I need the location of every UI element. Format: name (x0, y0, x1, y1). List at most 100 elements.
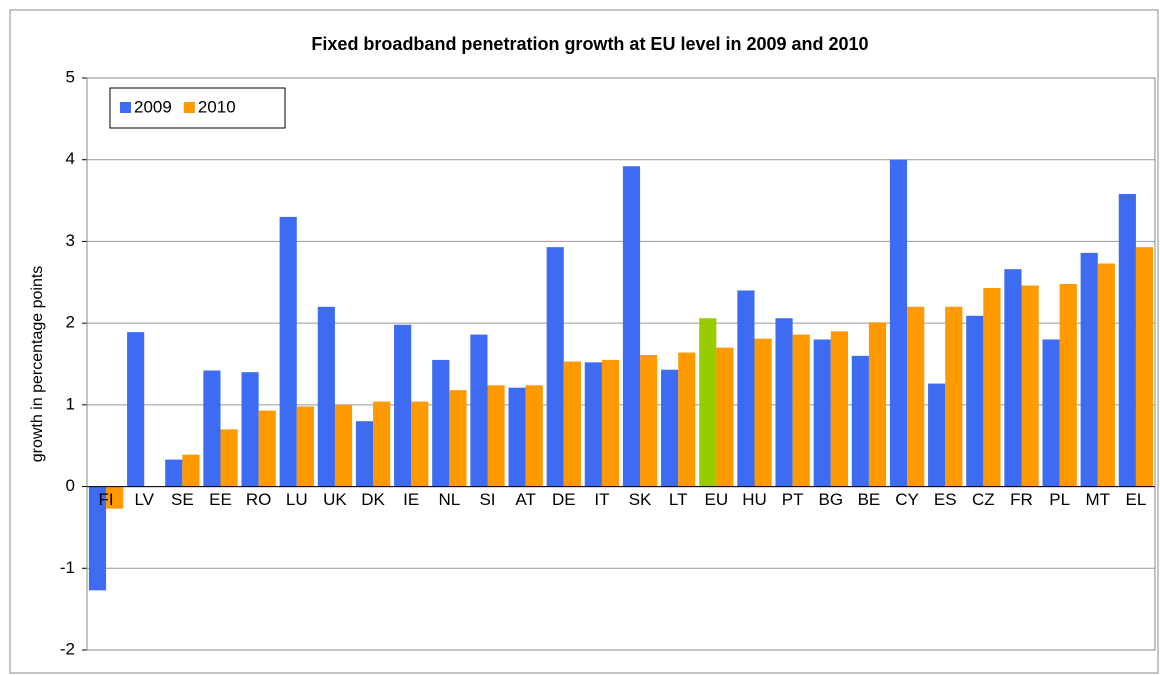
bar (449, 390, 467, 487)
bar (355, 421, 374, 487)
bar (868, 322, 887, 487)
bar (127, 332, 145, 487)
bar (220, 429, 238, 487)
bar (432, 359, 450, 487)
bar (584, 362, 602, 487)
legend-swatch (120, 102, 131, 113)
y-tick-label: 4 (66, 149, 75, 168)
bar (317, 306, 335, 487)
y-tick-label: 5 (66, 67, 75, 86)
bar (1042, 339, 1060, 487)
x-tick-label: UK (323, 490, 347, 509)
y-tick-label: -2 (60, 639, 75, 658)
bar (88, 486, 107, 591)
bar (411, 401, 429, 487)
y-axis-label: growth in percentage points (29, 266, 46, 463)
bar (258, 410, 276, 487)
x-tick-label: DK (361, 490, 385, 509)
bar (851, 355, 869, 487)
bar (279, 216, 297, 487)
x-tick-label: NL (438, 490, 460, 509)
bar (678, 352, 696, 487)
bar (813, 339, 831, 487)
bar (830, 331, 848, 487)
bar (1080, 252, 1098, 487)
x-tick-label: CZ (972, 490, 995, 509)
chart-title: Fixed broadband penetration growth at EU… (311, 34, 868, 54)
y-tick-label: 1 (66, 394, 75, 413)
bar (1059, 283, 1077, 487)
bar (165, 459, 183, 487)
bar (622, 166, 641, 487)
bar (792, 334, 810, 487)
plot-frame (86, 77, 1156, 651)
x-tick-label: SE (171, 490, 194, 509)
x-tick-label: PT (782, 490, 804, 509)
bar (1097, 263, 1115, 487)
bar (1118, 194, 1136, 487)
y-tick-label: 2 (66, 313, 75, 332)
x-tick-label: BE (858, 490, 881, 509)
y-tick-label: 0 (66, 476, 75, 495)
x-tick-label: PL (1049, 490, 1070, 509)
bar (716, 347, 734, 487)
y-tick-label: 3 (66, 231, 75, 250)
legend-swatch (183, 102, 195, 113)
bar (182, 454, 200, 487)
x-tick-label: LV (134, 490, 154, 509)
legend-box (109, 87, 286, 129)
bar (737, 290, 755, 487)
bar (601, 359, 620, 487)
bar (525, 385, 543, 487)
bar (241, 372, 259, 487)
bar (563, 361, 581, 487)
x-tick-label: RO (246, 490, 272, 509)
x-tick-label: FI (99, 490, 114, 509)
y-tick-label: -1 (60, 558, 75, 577)
x-tick-label: IT (594, 490, 609, 509)
bar (334, 404, 353, 487)
x-tick-label: DE (552, 490, 576, 509)
bar (487, 385, 505, 487)
bar (775, 318, 793, 487)
x-tick-label: MT (1086, 490, 1111, 509)
x-tick-label: LU (286, 490, 308, 509)
bar (907, 306, 925, 487)
x-tick-label: ES (934, 490, 957, 509)
bar (983, 288, 1001, 487)
x-tick-label: CY (895, 490, 919, 509)
bar (928, 383, 946, 487)
bar (296, 406, 314, 487)
legend-label: 2009 (134, 97, 172, 116)
x-tick-label: AT (515, 490, 535, 509)
bar (699, 318, 717, 487)
x-tick-label: EE (209, 490, 232, 509)
bar (203, 370, 221, 487)
x-tick-label: SI (479, 490, 495, 509)
x-tick-label: EU (705, 490, 729, 509)
bar (470, 334, 488, 487)
bar (106, 486, 124, 509)
bar (754, 338, 772, 487)
x-tick-label: BG (819, 490, 844, 509)
x-tick-label: HU (742, 490, 767, 509)
legend-label: 2010 (198, 97, 236, 116)
bar (966, 315, 984, 487)
bar (889, 159, 908, 487)
bar (945, 306, 963, 487)
x-tick-label: SK (629, 490, 652, 509)
bar (394, 324, 412, 487)
x-tick-label: IE (403, 490, 419, 509)
bar (640, 355, 658, 487)
bar (661, 369, 679, 487)
bar (508, 387, 526, 487)
bar (1004, 269, 1022, 487)
x-tick-label: LT (669, 490, 688, 509)
x-tick-label: EL (1126, 490, 1147, 509)
bar (546, 247, 564, 487)
bar (1135, 247, 1154, 487)
x-tick-label: FR (1010, 490, 1033, 509)
bar (373, 401, 391, 487)
bar (1021, 285, 1039, 487)
